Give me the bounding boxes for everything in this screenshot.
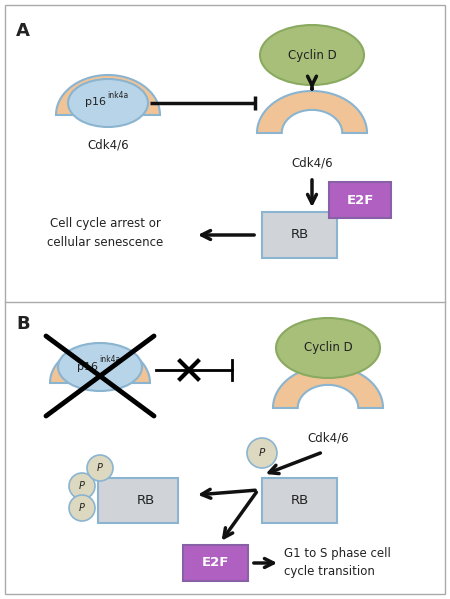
Text: E2F: E2F — [346, 193, 374, 207]
Bar — [329, 182, 391, 218]
Text: A: A — [16, 22, 30, 40]
Text: P: P — [79, 503, 85, 513]
Text: p16: p16 — [77, 362, 98, 372]
Text: P: P — [97, 463, 103, 473]
Bar — [262, 478, 337, 523]
Text: G1 to S phase cell
cycle transition: G1 to S phase cell cycle transition — [284, 547, 391, 579]
Ellipse shape — [69, 473, 95, 499]
Text: B: B — [16, 315, 30, 333]
Text: RB: RB — [290, 494, 309, 507]
Polygon shape — [273, 366, 383, 408]
Text: p16: p16 — [85, 97, 106, 107]
Bar — [183, 545, 248, 581]
Text: ink4a: ink4a — [99, 355, 120, 365]
Polygon shape — [50, 345, 150, 383]
Text: Cyclin D: Cyclin D — [304, 341, 352, 355]
Ellipse shape — [58, 343, 142, 391]
Text: RB: RB — [290, 228, 309, 241]
Text: P: P — [259, 448, 265, 458]
Ellipse shape — [276, 318, 380, 378]
Text: Cdk4/6: Cdk4/6 — [291, 156, 333, 170]
Ellipse shape — [260, 25, 364, 85]
Bar — [262, 212, 337, 258]
Text: ink4a: ink4a — [107, 90, 128, 99]
Text: Cyclin D: Cyclin D — [288, 49, 337, 62]
Text: RB: RB — [137, 494, 155, 507]
Ellipse shape — [87, 455, 113, 481]
Text: Cdk4/6: Cdk4/6 — [307, 431, 349, 444]
Ellipse shape — [68, 79, 148, 127]
Text: Cell cycle arrest or
cellular senescence: Cell cycle arrest or cellular senescence — [47, 217, 163, 249]
Ellipse shape — [247, 438, 277, 468]
Text: Cdk4/6: Cdk4/6 — [87, 138, 129, 152]
Polygon shape — [257, 91, 367, 133]
Ellipse shape — [69, 495, 95, 521]
Text: E2F: E2F — [202, 556, 229, 570]
Text: P: P — [79, 481, 85, 491]
Polygon shape — [56, 75, 160, 115]
Bar — [98, 478, 178, 523]
